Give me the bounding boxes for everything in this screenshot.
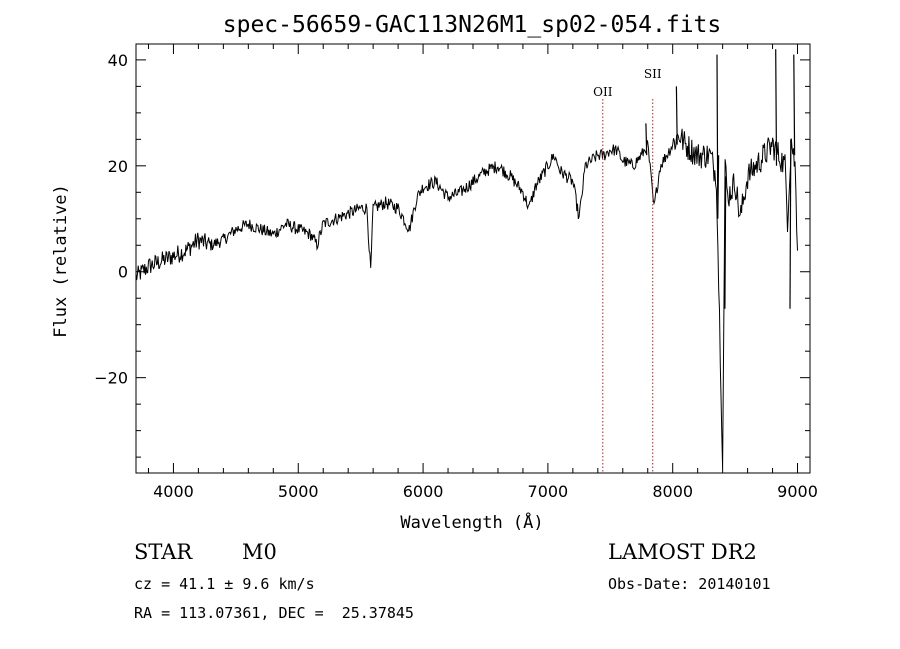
x-tick-label: 7000: [528, 482, 569, 501]
x-tick-label: 9000: [777, 482, 818, 501]
x-tick-label: 8000: [652, 482, 693, 501]
survey-label: LAMOST DR2: [608, 540, 757, 564]
y-axis-label: Flux (relative): [51, 184, 71, 338]
redshift-text: cz = 41.1 ± 9.6 km/s: [134, 575, 315, 593]
annotation-label: SII: [644, 67, 662, 81]
spectrum-series-path: [135, 128, 798, 469]
y-tick-label: −20: [94, 369, 128, 388]
object-subclass: M0: [242, 540, 277, 564]
y-tick-label: 40: [108, 51, 128, 70]
object-class: STAR: [134, 540, 193, 564]
x-tick-label: 5000: [278, 482, 319, 501]
spectrum-spike: [716, 54, 720, 219]
spectrum-spike: [789, 139, 792, 309]
y-tick-label: 0: [118, 263, 128, 282]
plot-frame: [135, 43, 811, 474]
x-tick-label: 6000: [403, 482, 444, 501]
spectrum-spike: [724, 176, 727, 309]
obs-date-text: Obs-Date: 20140101: [608, 575, 771, 593]
annotation-label: OII: [593, 85, 613, 99]
spectrum-spike: [793, 54, 796, 156]
spectrum-spike: [645, 123, 648, 156]
y-tick-label: 20: [108, 157, 128, 176]
spectrum-line: [135, 49, 798, 469]
coordinates-text: RA = 113.07361, DEC = 25.37845: [134, 604, 414, 622]
axis-ticks: 4000 5000 6000 7000 8000 9000 −20 0 20 40: [94, 44, 818, 501]
x-axis-label: Wavelength (Å): [400, 511, 543, 533]
spectrum-spike: [675, 86, 678, 145]
chart-title: spec-56659-GAC113N26M1_sp02-054.fits: [223, 12, 722, 38]
x-tick-label: 4000: [153, 482, 194, 501]
plot-area: [135, 43, 811, 474]
spectrum-spike: [775, 49, 778, 166]
line-annotations: OII SII: [593, 67, 662, 473]
